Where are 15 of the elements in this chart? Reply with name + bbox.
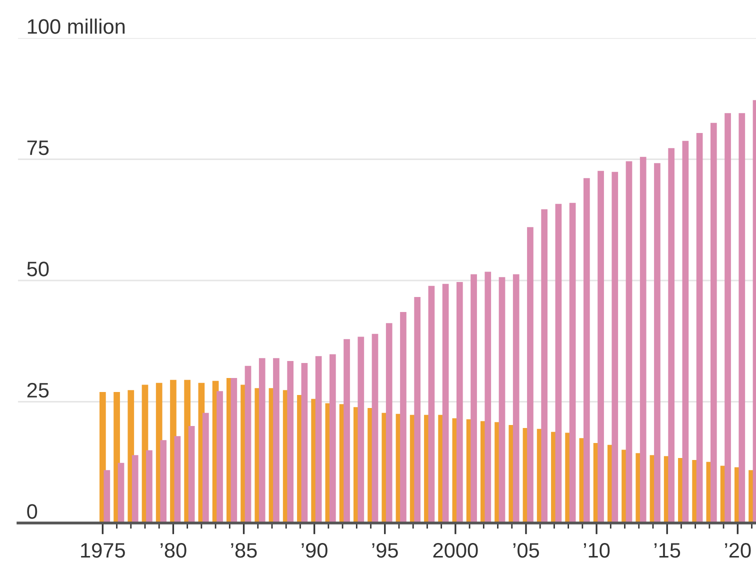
y-tick-label: 50 [27, 262, 49, 276]
x-tick-label: ’15 [654, 543, 680, 558]
y-tick-label: 25 [27, 382, 49, 398]
x-tick-label: ’90 [302, 542, 328, 558]
x-tick-label: ’80 [160, 542, 186, 558]
y-tick-label: 75 [27, 140, 49, 156]
y-tick-label: 0 [27, 504, 38, 519]
x-tick-label: ’20 [725, 542, 751, 558]
x-tick-label: ’85 [231, 542, 257, 558]
x-tick-label: 1975 [81, 542, 125, 558]
x-tick-label: ’05 [513, 542, 540, 558]
x-tick-label: ’95 [372, 542, 398, 558]
y-tick-label: 100 million [28, 18, 125, 34]
x-tick-label: 2000 [433, 542, 478, 558]
x-tick-label: ’10 [584, 542, 610, 558]
